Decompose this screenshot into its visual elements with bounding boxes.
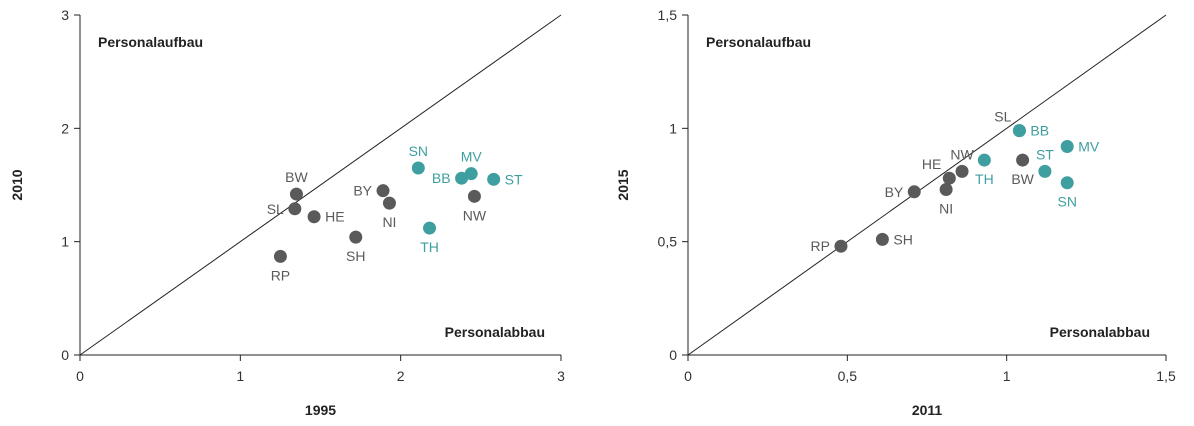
- x-tick-label: 1: [236, 368, 244, 384]
- y-tick-label: 0: [61, 347, 69, 363]
- point-label-th: TH: [975, 171, 994, 187]
- y-axis-title: 2015: [615, 169, 631, 200]
- x-tick-label: 1: [1003, 368, 1011, 384]
- region-label-above: Personalaufbau: [706, 34, 811, 50]
- point-rp: [834, 239, 848, 253]
- point-label-mv: MV: [1078, 138, 1100, 154]
- point-ni: [382, 196, 396, 210]
- point-by: [376, 184, 390, 198]
- region-label-above: Personalaufbau: [98, 34, 203, 50]
- point-label-sl: SL: [994, 109, 1011, 125]
- point-label-st: ST: [505, 171, 523, 187]
- x-axis-title: 1995: [305, 402, 336, 418]
- point-label-ni: NI: [939, 201, 953, 217]
- point-label-mv: MV: [461, 149, 483, 165]
- diagonal-line: [79, 14, 562, 356]
- point-he: [942, 171, 956, 185]
- point-th: [423, 221, 437, 235]
- point-label-nw: NW: [950, 146, 974, 162]
- point-bw: [289, 187, 303, 201]
- point-by: [907, 185, 921, 199]
- region-label-below: Personalabbau: [445, 324, 545, 340]
- point-nw: [955, 164, 969, 178]
- x-tick-label: 1,5: [1156, 368, 1176, 384]
- y-tick-label: 3: [61, 7, 69, 23]
- y-tick-label: 0,5: [658, 234, 678, 250]
- point-label-th: TH: [420, 239, 439, 255]
- chart-1: 0 1 2 3 0 1 2 3 1995 2010 Personalaufbau Personalab…: [9, 7, 565, 418]
- point-ni: [939, 183, 953, 197]
- point-he: [307, 210, 321, 224]
- point-label-st: ST: [1036, 146, 1054, 162]
- point-label-rp: RP: [271, 267, 290, 283]
- point-bb: [455, 171, 469, 185]
- x-tick-label: 0: [684, 368, 692, 384]
- point-label-nw: NW: [463, 207, 487, 223]
- point-label-bw: BW: [285, 169, 308, 185]
- y-tick-label: 2: [61, 120, 69, 136]
- point-sn: [411, 161, 425, 175]
- point-label-sn: SN: [409, 143, 428, 159]
- point-label-bb: BB: [432, 170, 451, 186]
- point-nw: [467, 189, 481, 203]
- diagonal-line: [687, 14, 1167, 356]
- point-st: [1038, 164, 1052, 178]
- point-sh: [349, 230, 363, 244]
- y-tick-label: 0: [669, 347, 677, 363]
- y-tick-label: 1,5: [658, 7, 678, 23]
- y-axis-title: 2010: [9, 169, 25, 200]
- x-tick-label: 0: [76, 368, 84, 384]
- x-tick-label: 0,5: [838, 368, 858, 384]
- y-tick-label: 1: [61, 234, 69, 250]
- point-label-rp: RP: [811, 238, 830, 254]
- point-label-sl: SL: [267, 201, 284, 217]
- point-label-he: HE: [325, 209, 344, 225]
- y-tick-label: 1: [669, 120, 677, 136]
- point-rp: [273, 249, 287, 263]
- point-sl: [288, 202, 302, 216]
- point-sn: [1060, 176, 1074, 190]
- point-label-he: HE: [922, 156, 941, 172]
- point-label-sh: SH: [346, 248, 365, 264]
- point-mv: [1060, 139, 1074, 153]
- point-label-ni: NI: [382, 214, 396, 230]
- point-label-bw: BW: [1011, 171, 1034, 187]
- point-label-bb: BB: [1030, 123, 1049, 139]
- point-th: [977, 153, 991, 167]
- x-tick-label: 3: [557, 368, 565, 384]
- region-label-below: Personalabbau: [1050, 324, 1150, 340]
- point-bw: [1016, 153, 1030, 167]
- point-label-by: BY: [353, 183, 372, 199]
- x-tick-label: 2: [397, 368, 405, 384]
- point-label-sh: SH: [893, 231, 912, 247]
- point-st: [487, 172, 501, 186]
- point-sh: [875, 232, 889, 246]
- chart-2: 0 0,5 1 1,5 0 0,5 1 1,5 2011 2015 Personalaufbau Pe…: [615, 7, 1176, 418]
- point-label-by: BY: [885, 184, 904, 200]
- point-label-sn: SN: [1057, 194, 1076, 210]
- point-bb: [1012, 124, 1026, 138]
- x-axis-title: 2011: [912, 402, 943, 418]
